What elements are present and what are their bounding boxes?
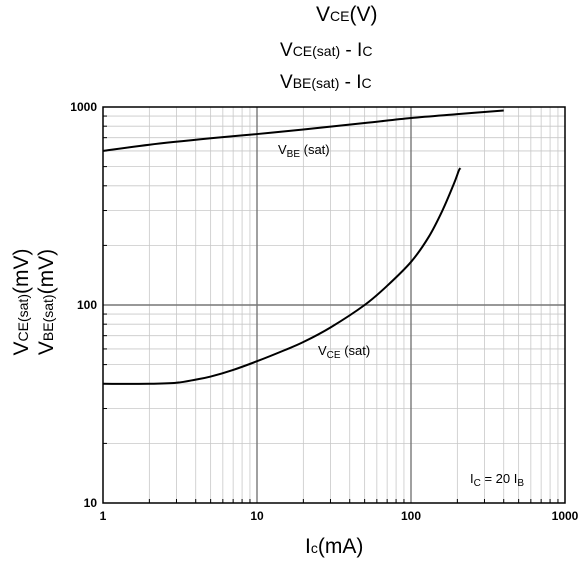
y-tick-label: 10: [84, 496, 98, 510]
x-tick-label: 1: [100, 509, 107, 523]
chart-title: VCE(V): [316, 3, 378, 26]
y-tick-label: 1000: [70, 100, 97, 114]
x-axis-label: Ic(mA): [305, 535, 364, 558]
y-tick-label: 100: [77, 298, 97, 312]
series-lines: [102, 109, 504, 385]
series-line-vce-sat: [102, 167, 462, 385]
series-line-vbe-sat: [102, 109, 504, 152]
annotation-ic-ib: IC = 20 IB: [470, 471, 524, 489]
grid-major: [103, 107, 565, 503]
chart-subtitle-vce: VCE(sat) - IC: [280, 40, 373, 61]
plot-frame: [102, 106, 566, 504]
tick-marks: [103, 115, 559, 503]
series-label-vbe-sat: VBE (sat): [278, 142, 330, 160]
x-tick-label: 1000: [552, 509, 579, 523]
chart-subtitle-vbe: VBE(sat) - IC: [280, 72, 372, 93]
x-tick-label: 10: [250, 509, 264, 523]
series-label-vce-sat: VCE (sat): [318, 343, 370, 361]
annotations: VBE (sat) VCE (sat) IC = 20 IB: [278, 142, 524, 489]
x-tick-label: 100: [401, 509, 421, 523]
